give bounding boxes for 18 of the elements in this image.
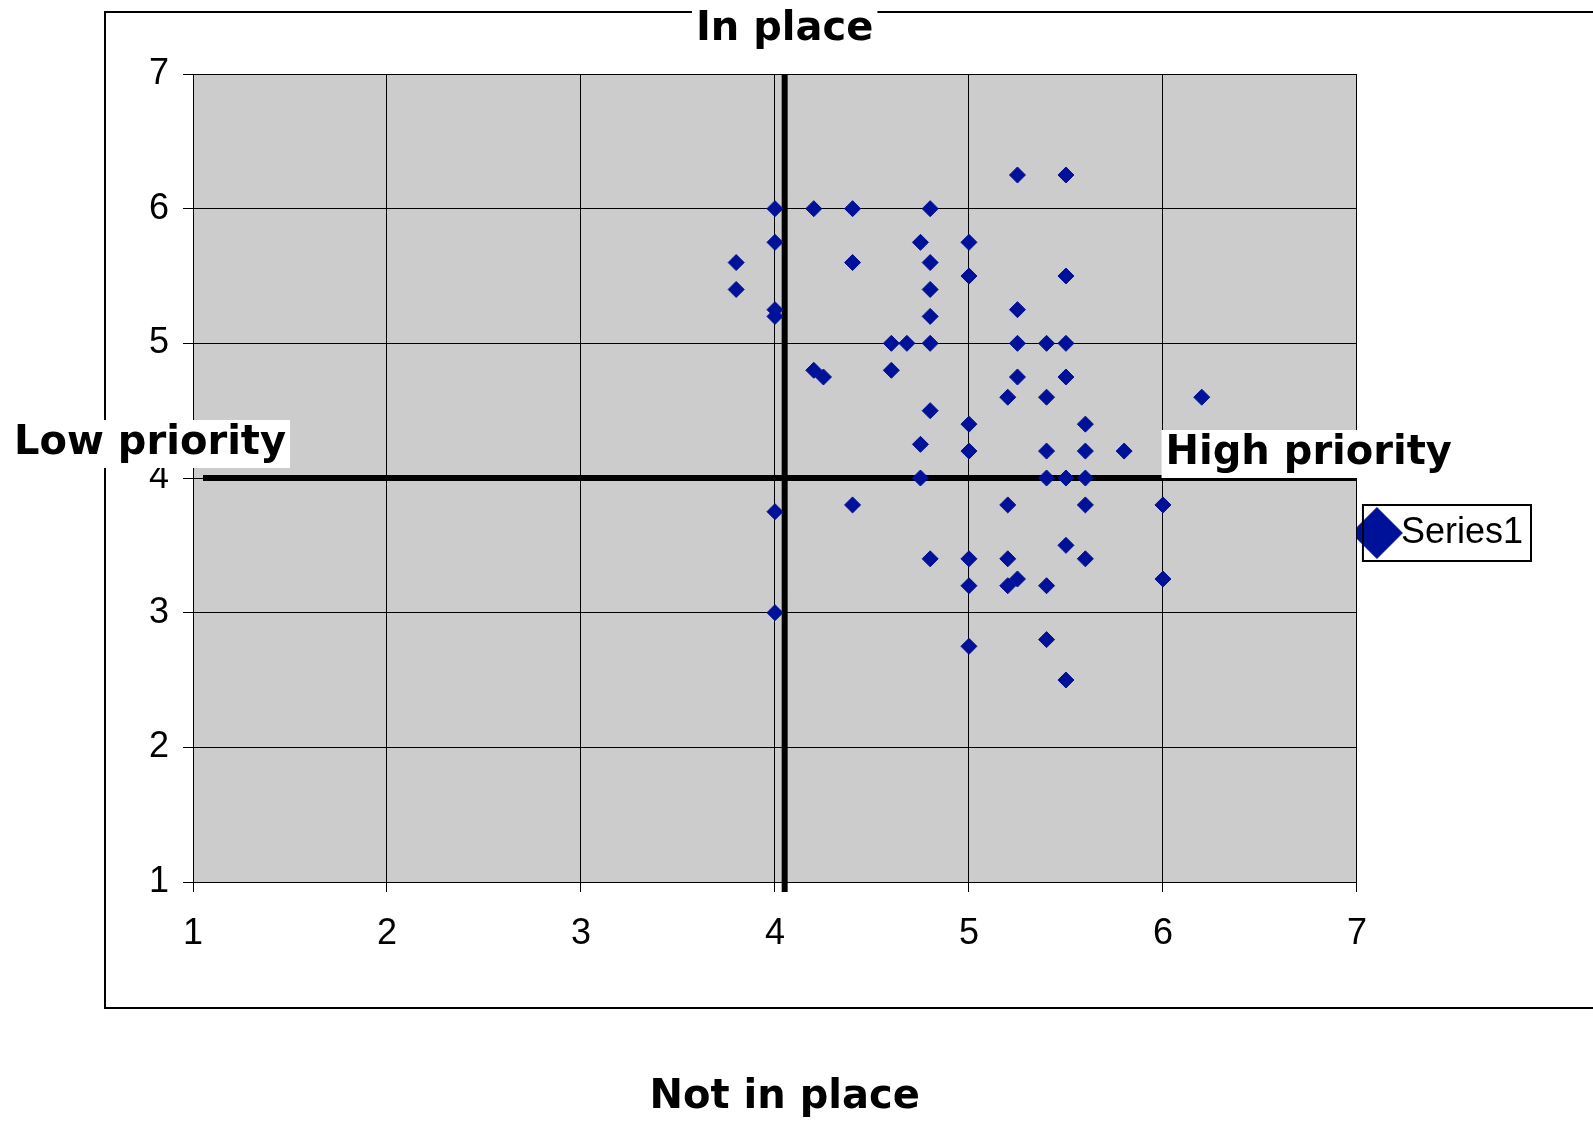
text: In place <box>695 3 874 50</box>
x-tick-label: 2 <box>376 910 398 952</box>
y-tick-label: 7 <box>148 50 169 92</box>
x-tick-label: 4 <box>764 910 785 952</box>
x-tick-label: 5 <box>958 910 979 952</box>
x-tick-label: 3 <box>570 910 591 952</box>
y-tick-label: 2 <box>148 724 169 766</box>
annotation: Low priority <box>14 417 287 464</box>
x-axis-title: Not in place <box>649 1071 920 1118</box>
y-tick-label: 6 <box>148 185 169 227</box>
y-tick-label: 3 <box>148 589 169 631</box>
y-tick-label: 5 <box>148 320 169 362</box>
x-tick-label: 6 <box>1152 910 1173 952</box>
annotation: High priority <box>1165 427 1452 474</box>
legend-label: Series1 <box>1400 509 1523 551</box>
x-tick-label: 7 <box>1346 910 1367 952</box>
y-tick-label: 1 <box>148 858 169 900</box>
x-tick-label: 1 <box>182 910 204 952</box>
